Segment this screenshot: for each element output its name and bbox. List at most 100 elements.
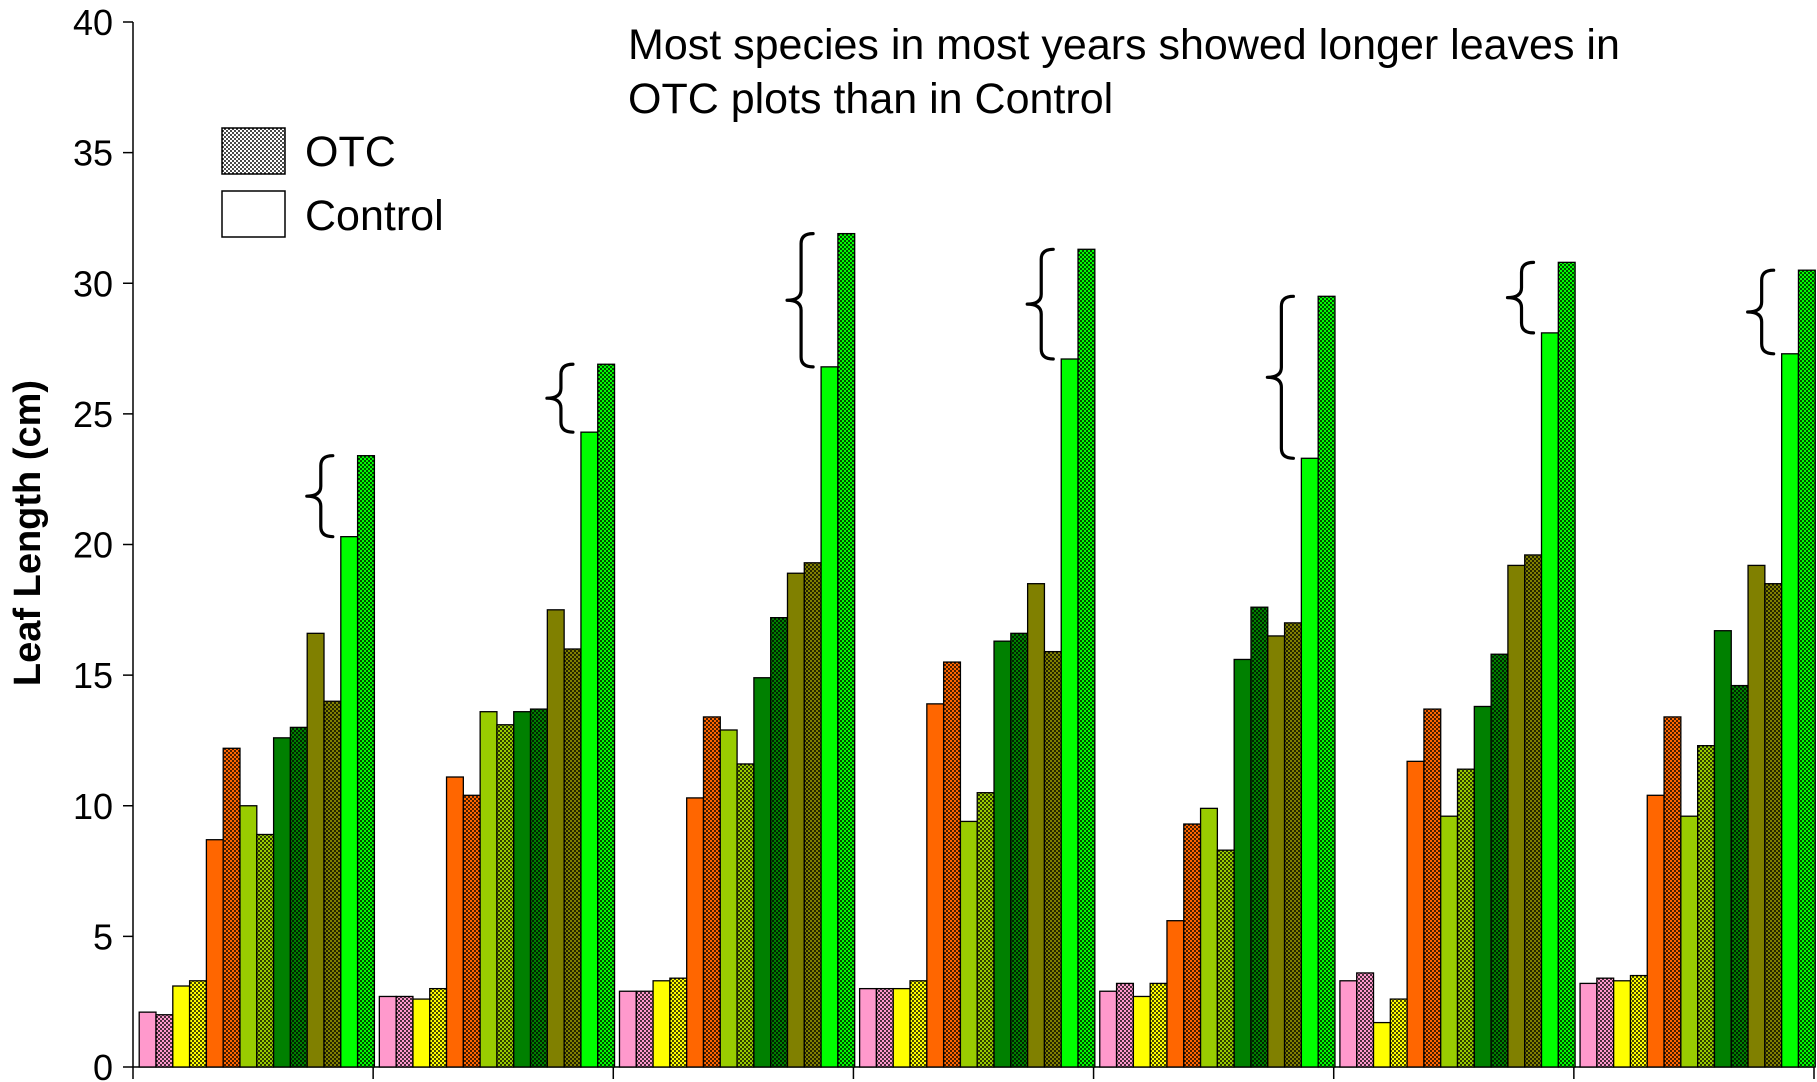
bar-otc-pattern	[1044, 651, 1062, 1067]
bar	[1060, 358, 1079, 1068]
y-tick-label: 40	[73, 2, 113, 43]
y-axis-title-group: Leaf Length (cm)	[7, 380, 49, 686]
bar-otc-pattern	[876, 988, 894, 1067]
bar	[1132, 995, 1151, 1068]
bar	[172, 985, 191, 1068]
bar	[479, 711, 498, 1068]
bar-otc-pattern	[1664, 716, 1681, 1067]
annotation-line-1: Most species in most years showed longer…	[628, 21, 1620, 69]
bar	[546, 609, 565, 1068]
bar-otc-pattern	[496, 724, 514, 1067]
bar-otc-pattern	[156, 1014, 173, 1067]
bar	[1579, 982, 1598, 1068]
bar-otc-pattern	[1010, 633, 1028, 1067]
bar-otc-pattern	[1318, 296, 1335, 1067]
y-tick-label: 30	[73, 263, 113, 304]
bar-group	[138, 455, 376, 1068]
bar-otc-pattern	[396, 996, 413, 1067]
bar	[1440, 815, 1459, 1068]
bar	[1099, 990, 1118, 1068]
bar-group	[618, 232, 856, 1068]
bar-otc-pattern	[636, 991, 654, 1067]
bar	[618, 990, 637, 1068]
bar	[513, 711, 532, 1068]
bar	[205, 839, 224, 1068]
legend: OTC Control	[221, 127, 444, 240]
bar-otc-pattern	[837, 233, 855, 1068]
bar	[892, 987, 911, 1068]
bar	[786, 572, 805, 1068]
bar-otc-pattern	[977, 792, 995, 1067]
y-tick-label: 20	[73, 525, 113, 566]
difference-brace	[1025, 247, 1055, 361]
y-tick-label: 5	[93, 916, 113, 957]
bar-otc-pattern	[1284, 622, 1302, 1067]
difference-brace	[1505, 260, 1536, 335]
bar-otc-pattern	[1250, 607, 1268, 1067]
bar	[1680, 815, 1699, 1068]
bar	[1747, 564, 1766, 1068]
bar-otc-pattern	[1731, 685, 1749, 1067]
bar-otc-pattern	[804, 562, 822, 1067]
bar-otc-pattern	[703, 716, 721, 1067]
bar-otc-pattern	[1697, 745, 1715, 1067]
bar	[272, 737, 292, 1068]
bar-otc-pattern	[1150, 983, 1167, 1067]
legend-control-swatch	[221, 190, 286, 238]
legend-otc-swatch	[221, 127, 286, 175]
bar-otc-pattern	[357, 455, 375, 1067]
bar	[340, 536, 359, 1068]
bar	[820, 366, 839, 1068]
bar	[1339, 980, 1358, 1068]
bar	[378, 995, 397, 1068]
bar	[686, 797, 705, 1068]
bar-otc-pattern	[1116, 983, 1134, 1067]
difference-brace	[545, 362, 575, 434]
bar-otc-pattern	[1078, 249, 1095, 1068]
bar	[1233, 658, 1252, 1068]
y-tick-label: 15	[73, 655, 113, 696]
bar-group	[1339, 261, 1576, 1068]
bar	[1372, 1021, 1391, 1068]
bar	[1713, 630, 1732, 1068]
bar	[1166, 920, 1185, 1068]
bar-otc-pattern	[737, 763, 754, 1067]
bar	[1267, 635, 1286, 1068]
difference-brace	[785, 232, 815, 369]
bar	[719, 729, 738, 1068]
bar	[858, 987, 878, 1068]
bar-otc-pattern	[669, 978, 687, 1067]
bar	[1540, 332, 1559, 1068]
bar-otc-pattern	[1356, 972, 1374, 1067]
bar-otc-pattern	[256, 834, 274, 1067]
bar	[138, 1011, 157, 1068]
legend-control-label: Control	[305, 192, 444, 240]
y-tick-label: 0	[93, 1047, 113, 1082]
bar-otc-pattern	[1798, 270, 1816, 1067]
bar-otc-pattern	[1630, 975, 1648, 1067]
legend-otc-label: OTC	[305, 128, 396, 176]
bar	[412, 998, 431, 1068]
bar-otc-pattern	[1596, 978, 1614, 1067]
bar-otc-pattern	[1183, 824, 1201, 1067]
difference-brace	[1265, 294, 1295, 460]
bar	[959, 820, 978, 1068]
y-tick-label: 35	[73, 133, 113, 174]
bar-otc-pattern	[1764, 583, 1782, 1067]
y-axis-title: Leaf Length (cm)	[7, 380, 49, 686]
y-tick-label: 10	[73, 786, 113, 827]
bar-otc-pattern	[429, 988, 447, 1067]
bar	[753, 677, 772, 1068]
bar-otc-pattern	[1558, 262, 1576, 1068]
bar-otc-pattern	[1217, 850, 1235, 1067]
bar-otc-pattern	[1390, 999, 1408, 1067]
axis-layer: 0 5 10 15 20 25 30 35 40	[73, 2, 1815, 1082]
bar	[1781, 353, 1800, 1068]
bar-group	[1579, 269, 1816, 1068]
bar	[445, 776, 464, 1068]
difference-brace	[305, 454, 335, 539]
bar-otc-pattern	[530, 709, 548, 1067]
bar-otc-pattern	[943, 662, 961, 1067]
bar	[1646, 794, 1665, 1068]
